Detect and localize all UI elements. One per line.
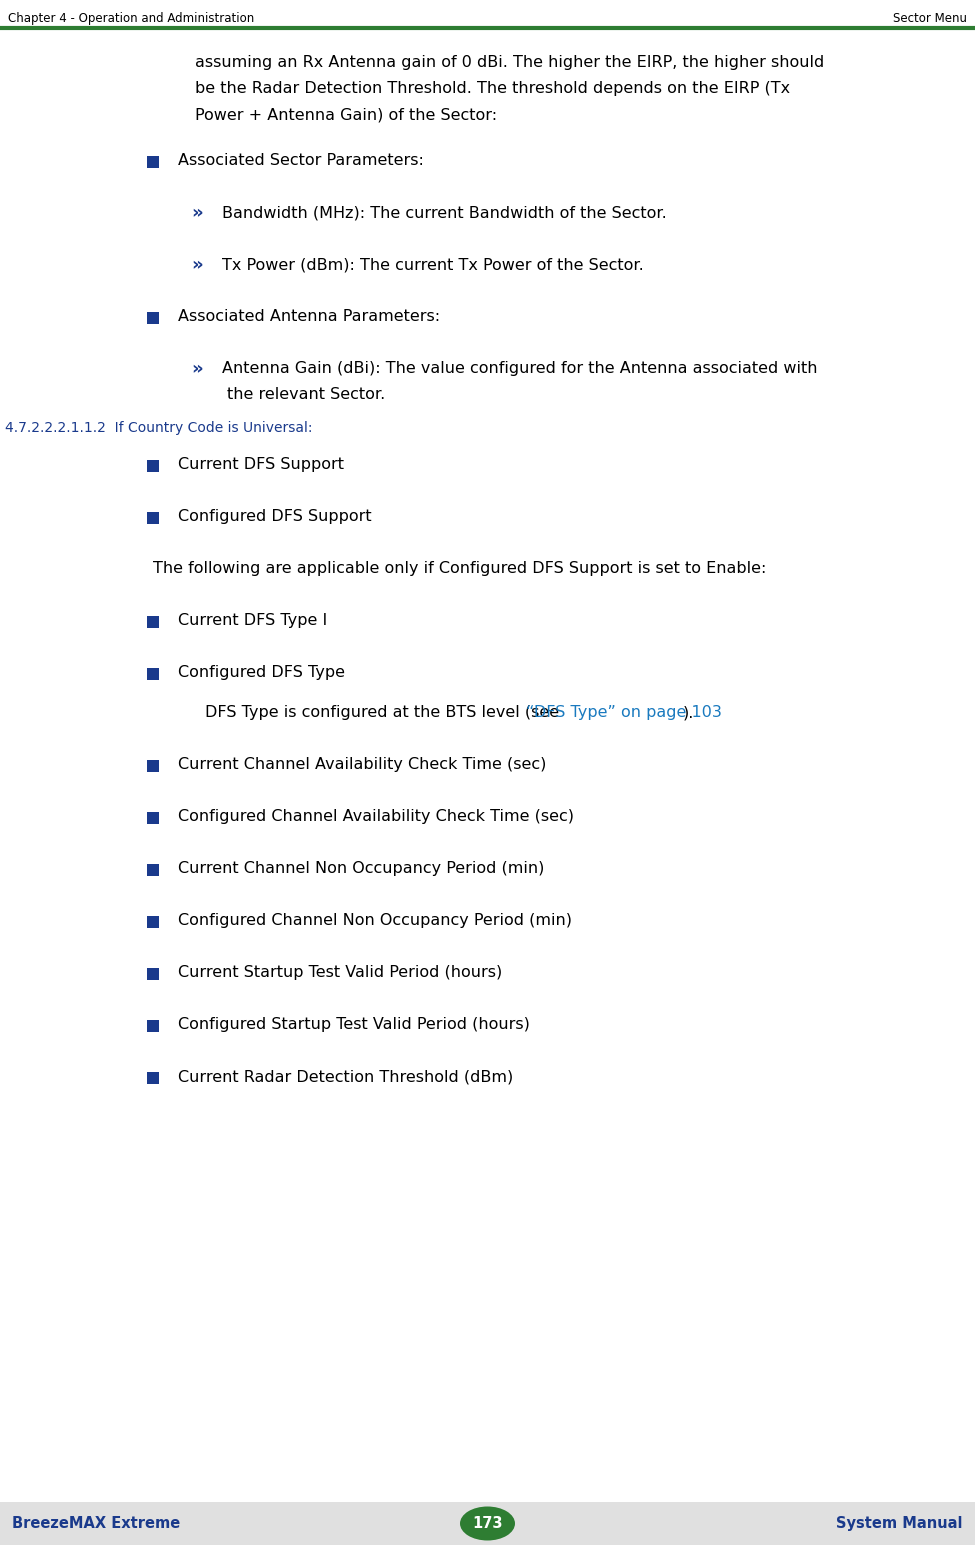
Text: Configured DFS Support: Configured DFS Support bbox=[178, 508, 371, 524]
Text: Configured DFS Type: Configured DFS Type bbox=[178, 664, 345, 680]
Bar bbox=[147, 312, 159, 324]
Text: Current DFS Support: Current DFS Support bbox=[178, 457, 344, 473]
Bar bbox=[147, 760, 159, 772]
Bar bbox=[147, 813, 159, 823]
Bar bbox=[147, 969, 159, 980]
Text: 173: 173 bbox=[472, 1516, 503, 1531]
Ellipse shape bbox=[460, 1506, 515, 1540]
Text: »: » bbox=[191, 256, 203, 273]
Text: the relevant Sector.: the relevant Sector. bbox=[227, 386, 385, 402]
Text: Current Startup Test Valid Period (hours): Current Startup Test Valid Period (hours… bbox=[178, 966, 502, 980]
Text: Chapter 4 - Operation and Administration: Chapter 4 - Operation and Administration bbox=[8, 12, 254, 25]
Text: System Manual: System Manual bbox=[837, 1516, 963, 1531]
Text: »: » bbox=[191, 204, 203, 222]
Bar bbox=[147, 460, 159, 473]
Text: DFS Type is configured at the BTS level (see: DFS Type is configured at the BTS level … bbox=[205, 705, 565, 720]
Text: Tx Power (dBm): The current Tx Power of the Sector.: Tx Power (dBm): The current Tx Power of … bbox=[222, 256, 644, 272]
Text: Current Channel Non Occupancy Period (min): Current Channel Non Occupancy Period (mi… bbox=[178, 861, 544, 876]
Text: Power + Antenna Gain) of the Sector:: Power + Antenna Gain) of the Sector: bbox=[195, 107, 497, 122]
Text: Configured Startup Test Valid Period (hours): Configured Startup Test Valid Period (ho… bbox=[178, 1017, 529, 1032]
Text: BreezeMAX Extreme: BreezeMAX Extreme bbox=[12, 1516, 180, 1531]
Text: Configured Channel Non Occupancy Period (min): Configured Channel Non Occupancy Period … bbox=[178, 913, 572, 929]
Text: ).: ). bbox=[682, 705, 694, 720]
Text: Sector Menu: Sector Menu bbox=[893, 12, 967, 25]
Text: Current DFS Type I: Current DFS Type I bbox=[178, 613, 328, 627]
Text: »: » bbox=[191, 360, 203, 379]
Text: Bandwidth (MHz): The current Bandwidth of the Sector.: Bandwidth (MHz): The current Bandwidth o… bbox=[222, 205, 667, 219]
Bar bbox=[147, 156, 159, 168]
Text: Current Channel Availability Check Time (sec): Current Channel Availability Check Time … bbox=[178, 757, 546, 772]
Text: Associated Sector Parameters:: Associated Sector Parameters: bbox=[178, 153, 424, 168]
Text: The following are applicable only if Configured DFS Support is set to Enable:: The following are applicable only if Con… bbox=[153, 561, 766, 576]
Bar bbox=[147, 511, 159, 524]
Text: Associated Antenna Parameters:: Associated Antenna Parameters: bbox=[178, 309, 440, 324]
Bar bbox=[147, 1072, 159, 1085]
Bar bbox=[147, 864, 159, 876]
Text: assuming an Rx Antenna gain of 0 dBi. The higher the EIRP, the higher should: assuming an Rx Antenna gain of 0 dBi. Th… bbox=[195, 56, 824, 70]
Text: Antenna Gain (dBi): The value configured for the Antenna associated with: Antenna Gain (dBi): The value configured… bbox=[222, 362, 817, 375]
Bar bbox=[147, 916, 159, 929]
Bar bbox=[0, 1502, 975, 1545]
Bar bbox=[147, 616, 159, 627]
Bar bbox=[147, 667, 159, 680]
Bar bbox=[147, 1020, 159, 1032]
Text: Configured Channel Availability Check Time (sec): Configured Channel Availability Check Ti… bbox=[178, 810, 574, 823]
Text: be the Radar Detection Threshold. The threshold depends on the EIRP (Tx: be the Radar Detection Threshold. The th… bbox=[195, 80, 790, 96]
Text: 4.7.2.2.2.1.1.2  If Country Code is Universal:: 4.7.2.2.2.1.1.2 If Country Code is Unive… bbox=[5, 420, 313, 436]
Text: “DFS Type” on page 103: “DFS Type” on page 103 bbox=[526, 705, 722, 720]
Text: Current Radar Detection Threshold (dBm): Current Radar Detection Threshold (dBm) bbox=[178, 1069, 513, 1085]
